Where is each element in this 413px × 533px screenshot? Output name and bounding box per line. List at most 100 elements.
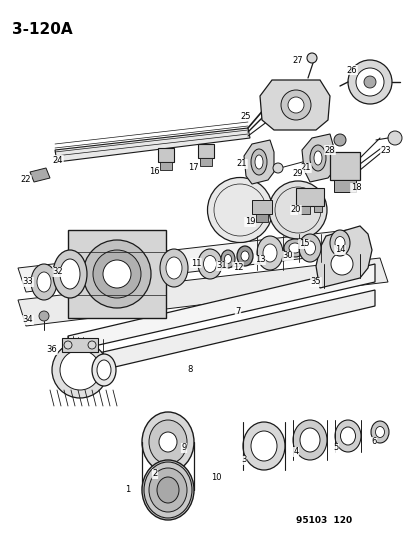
Bar (255, 214, 267, 222)
Ellipse shape (339, 427, 355, 445)
Ellipse shape (334, 237, 344, 249)
Bar (159, 162, 171, 170)
Bar (295, 188, 323, 206)
Bar (158, 148, 173, 162)
Text: 17: 17 (187, 164, 198, 173)
Circle shape (52, 342, 108, 398)
Text: 1: 1 (125, 486, 131, 495)
Circle shape (387, 131, 401, 145)
Ellipse shape (224, 254, 231, 263)
Text: 5: 5 (332, 443, 338, 453)
Polygon shape (68, 264, 374, 352)
Text: 2: 2 (152, 470, 157, 479)
Polygon shape (18, 230, 355, 292)
Circle shape (333, 134, 345, 146)
Circle shape (355, 68, 383, 96)
Text: 9: 9 (181, 443, 186, 453)
Text: 13: 13 (254, 255, 265, 264)
Ellipse shape (203, 255, 216, 272)
Circle shape (60, 350, 100, 390)
Text: 3: 3 (241, 456, 246, 464)
Bar (199, 158, 211, 166)
Text: 22: 22 (21, 175, 31, 184)
Text: 8: 8 (187, 366, 192, 375)
Ellipse shape (149, 420, 187, 464)
Polygon shape (30, 168, 50, 182)
Circle shape (88, 341, 96, 349)
Polygon shape (315, 226, 371, 288)
Ellipse shape (370, 421, 388, 443)
Ellipse shape (93, 250, 141, 298)
Text: 23: 23 (380, 146, 390, 155)
Ellipse shape (287, 97, 303, 113)
Ellipse shape (250, 149, 266, 175)
Text: 19: 19 (244, 217, 255, 227)
Ellipse shape (142, 460, 194, 520)
Text: 15: 15 (298, 239, 309, 248)
Polygon shape (55, 128, 249, 162)
Text: 36: 36 (47, 345, 57, 354)
Ellipse shape (60, 259, 80, 289)
Ellipse shape (280, 90, 310, 120)
Text: 26: 26 (346, 66, 356, 75)
Text: 21: 21 (236, 159, 247, 168)
Ellipse shape (309, 145, 325, 171)
Ellipse shape (142, 412, 194, 472)
Polygon shape (301, 134, 335, 182)
Bar (62, 338, 98, 352)
Bar (197, 144, 214, 158)
Text: 6: 6 (370, 438, 376, 447)
Circle shape (347, 60, 391, 104)
Text: 20: 20 (290, 206, 301, 214)
Text: 95103  120: 95103 120 (295, 516, 351, 525)
Text: 24: 24 (52, 156, 63, 165)
Circle shape (272, 163, 282, 173)
Text: 28: 28 (324, 146, 335, 155)
Ellipse shape (207, 177, 272, 243)
Bar (313, 206, 321, 212)
Ellipse shape (157, 477, 178, 503)
Text: 16: 16 (148, 167, 159, 176)
Ellipse shape (254, 155, 262, 169)
Ellipse shape (159, 249, 188, 287)
Text: 14: 14 (334, 246, 344, 254)
Bar (297, 206, 309, 214)
Ellipse shape (197, 249, 221, 279)
Text: 18: 18 (350, 183, 361, 192)
Ellipse shape (53, 250, 87, 298)
Ellipse shape (159, 432, 177, 452)
Ellipse shape (97, 360, 111, 380)
Ellipse shape (262, 244, 276, 262)
Polygon shape (68, 290, 374, 378)
Ellipse shape (92, 354, 116, 386)
Ellipse shape (299, 428, 319, 452)
Ellipse shape (298, 234, 320, 262)
Ellipse shape (268, 181, 326, 239)
Ellipse shape (240, 251, 248, 261)
Ellipse shape (313, 151, 321, 165)
Circle shape (363, 76, 375, 88)
Text: 7: 7 (235, 308, 240, 317)
Text: 10: 10 (210, 473, 221, 482)
Text: 33: 33 (23, 278, 33, 287)
Text: 32: 32 (52, 268, 63, 277)
Text: 35: 35 (310, 278, 320, 287)
Bar (333, 180, 355, 192)
Ellipse shape (166, 257, 182, 279)
Text: 12: 12 (232, 262, 243, 271)
Text: 34: 34 (23, 316, 33, 325)
Ellipse shape (250, 431, 276, 461)
Bar (252, 200, 271, 214)
Polygon shape (18, 258, 387, 326)
Text: 31: 31 (216, 262, 227, 271)
Text: 11: 11 (190, 259, 201, 268)
Ellipse shape (329, 230, 349, 256)
Text: 29: 29 (292, 169, 302, 179)
Ellipse shape (330, 253, 352, 275)
Ellipse shape (304, 241, 315, 255)
Ellipse shape (242, 422, 284, 470)
Ellipse shape (292, 420, 326, 460)
Ellipse shape (31, 264, 57, 300)
Text: 30: 30 (282, 252, 292, 261)
Ellipse shape (37, 272, 51, 292)
